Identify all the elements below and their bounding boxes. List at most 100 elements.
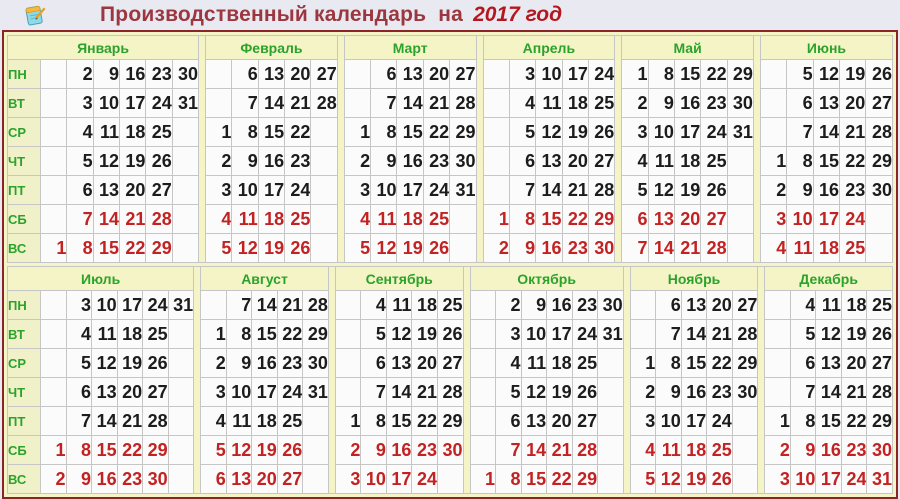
date-cell: 15: [812, 146, 840, 176]
date-cell: 12: [231, 233, 259, 263]
day-label: ПН: [7, 290, 41, 320]
date-cell: 14: [535, 175, 563, 205]
date-cell: 7: [621, 233, 649, 263]
date-cell: 16: [257, 146, 286, 176]
date-cell: 20: [673, 204, 702, 234]
date-cell: 21: [276, 290, 304, 320]
date-cell: 25: [145, 117, 173, 147]
date-cell: 27: [731, 290, 759, 320]
date-cell: 19: [116, 348, 144, 378]
date-cell: 26: [865, 59, 893, 89]
date-cell: 4: [759, 233, 788, 263]
empty-cell: [436, 464, 464, 494]
day-label: ВТ: [7, 88, 41, 118]
date-cell: 19: [119, 146, 147, 176]
date-cell: 25: [700, 146, 728, 176]
month-separator: [198, 35, 207, 263]
date-cell: 2: [343, 146, 372, 176]
date-cell: 31: [597, 319, 624, 349]
date-cell: 6: [200, 464, 227, 494]
empty-cell: [449, 233, 477, 263]
date-cell: 26: [284, 233, 312, 263]
date-cell: 25: [571, 348, 599, 378]
date-cell: 30: [302, 348, 329, 378]
day-label: СР: [7, 117, 41, 147]
date-cell: 6: [495, 406, 522, 436]
date-cell: 31: [171, 88, 200, 118]
date-cell: 18: [257, 204, 286, 234]
date-cell: 7: [360, 377, 387, 407]
date-cell: 28: [587, 175, 616, 205]
date-cell: 17: [546, 319, 573, 349]
date-cell: 18: [546, 348, 573, 378]
date-cell: 7: [370, 88, 398, 118]
date-cell: 6: [789, 348, 817, 378]
date-cell: 8: [225, 319, 253, 349]
date-cell: 4: [621, 146, 649, 176]
date-cell: 23: [838, 175, 867, 205]
date-cell: 31: [167, 290, 195, 320]
date-cell: 12: [92, 146, 121, 176]
date-cell: 30: [731, 377, 759, 407]
date-cell: 18: [396, 204, 424, 234]
date-cell: 22: [276, 319, 304, 349]
date-cell: 9: [520, 290, 548, 320]
empty-cell: [39, 59, 68, 89]
date-cell: 1: [482, 204, 510, 234]
date-cell: 16: [396, 146, 424, 176]
date-cell: 4: [66, 117, 94, 147]
empty-cell: [482, 117, 510, 147]
date-cell: 16: [535, 233, 563, 263]
day-label: ПН: [7, 59, 41, 89]
date-cell: 6: [370, 59, 398, 89]
empty-cell: [764, 348, 791, 378]
date-cell: 15: [385, 406, 413, 436]
empty-cell: [171, 233, 200, 263]
date-cell: 24: [700, 117, 728, 147]
date-cell: 24: [838, 204, 867, 234]
date-cell: 24: [587, 59, 616, 89]
date-cell: 12: [370, 233, 398, 263]
date-cell: 9: [231, 146, 259, 176]
date-cell: 4: [789, 290, 817, 320]
date-cell: 21: [838, 117, 867, 147]
day-label: СР: [7, 348, 41, 378]
empty-cell: [597, 377, 624, 407]
date-cell: 22: [706, 348, 733, 378]
empty-cell: [482, 146, 510, 176]
date-cell: 10: [655, 406, 682, 436]
date-cell: 7: [65, 406, 93, 436]
date-cell: 24: [142, 290, 169, 320]
empty-cell: [759, 59, 788, 89]
date-cell: 17: [396, 175, 424, 205]
date-cell: 14: [385, 377, 413, 407]
date-cell: 20: [284, 59, 312, 89]
date-cell: 13: [92, 175, 121, 205]
date-cell: 1: [621, 59, 649, 89]
date-cell: 22: [422, 117, 451, 147]
date-cell: 1: [200, 319, 227, 349]
date-cell: 14: [251, 290, 278, 320]
date-cell: 15: [535, 204, 563, 234]
date-cell: 25: [276, 406, 304, 436]
date-cell: 19: [251, 435, 278, 465]
date-cell: 14: [91, 406, 118, 436]
date-cell: 24: [411, 464, 438, 494]
date-cell: 16: [385, 435, 413, 465]
date-cell: 31: [302, 377, 329, 407]
calendar-table: Январь Февраль Март Апрель Май Июнь ПН 2 9 16 23 30…: [2, 30, 898, 499]
date-cell: 15: [396, 117, 424, 147]
date-cell: 7: [225, 290, 253, 320]
empty-cell: [40, 348, 67, 378]
date-cell: 8: [508, 204, 537, 234]
month-header: Март: [343, 35, 477, 60]
date-cell: 20: [411, 348, 438, 378]
date-cell: 30: [866, 435, 893, 465]
calendar-second-half: Июль Август Сентябрь Октябрь Ноябрь Декабрь ПН…: [6, 266, 893, 494]
empty-cell: [171, 175, 200, 205]
date-cell: 26: [571, 377, 599, 407]
date-cell: 18: [116, 319, 144, 349]
date-cell: 29: [302, 319, 329, 349]
date-cell: 7: [786, 117, 814, 147]
date-cell: 12: [91, 348, 118, 378]
